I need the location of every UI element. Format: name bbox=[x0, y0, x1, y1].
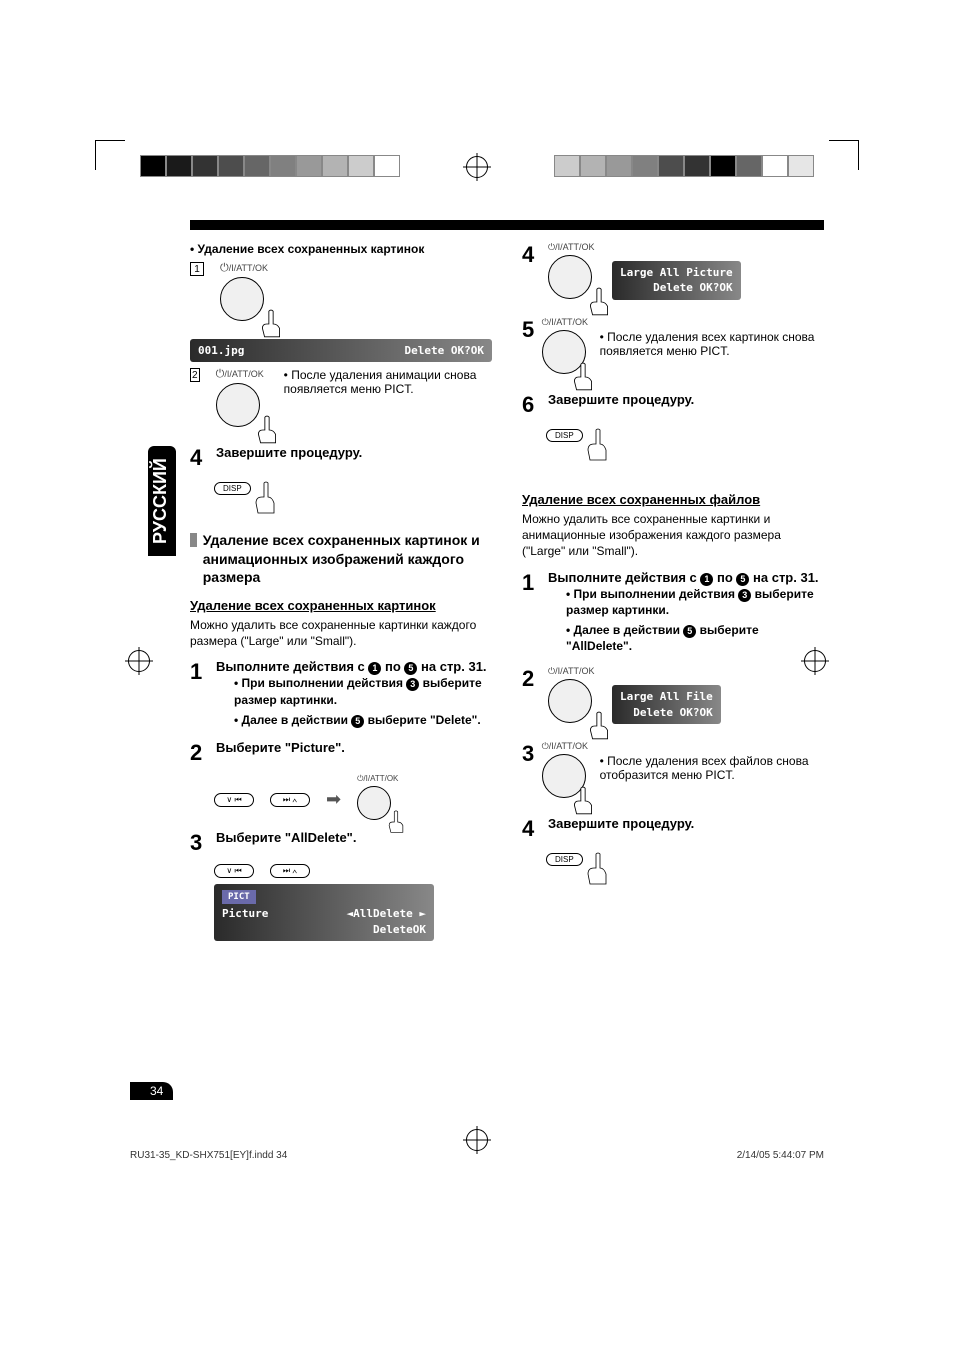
footer-timestamp: 2/14/05 5:44:07 PM bbox=[737, 1150, 824, 1161]
note-text: • После удаления всех файлов снова отобр… bbox=[600, 754, 824, 782]
knob-icon bbox=[548, 255, 602, 309]
header-strip bbox=[190, 220, 824, 230]
registration-mark-icon bbox=[466, 156, 488, 178]
knob-icon bbox=[548, 679, 602, 733]
step-number: 4 bbox=[522, 242, 542, 268]
knob-icon bbox=[542, 330, 586, 384]
manual-page: РУССКИЙ • Удаление всех сохраненных карт… bbox=[130, 220, 824, 1090]
step-number: 3 bbox=[190, 830, 210, 856]
step-number: 6 bbox=[522, 392, 542, 418]
page-number: 34 bbox=[130, 1082, 173, 1100]
footer-filename: RU31-35_KD-SHX751[EY]f.indd 34 bbox=[130, 1150, 287, 1161]
section-heading: Удаление всех сохраненных картинок и ани… bbox=[203, 531, 492, 586]
lcd-display: Large All File Delete OK?OK bbox=[612, 685, 721, 724]
nav-buttons-diagram: ∨ ⏮ ⏭ ∧ bbox=[214, 864, 492, 878]
step-number: 2 bbox=[190, 740, 210, 766]
knob-icon bbox=[220, 277, 274, 331]
subsection-underline: Удаление всех сохраненных картинок bbox=[190, 598, 492, 613]
lcd-display: Large All Picture Delete OK?OK bbox=[612, 261, 741, 300]
knob-icon bbox=[542, 754, 586, 808]
colorbar-left bbox=[140, 155, 400, 177]
button-label: ⏻/I/ATT/OK bbox=[548, 666, 721, 677]
step-number: 4 bbox=[190, 445, 210, 471]
step-number: 1 bbox=[522, 570, 542, 596]
registration-mark-icon bbox=[466, 1129, 488, 1151]
footer: RU31-35_KD-SHX751[EY]f.indd 34 2/14/05 5… bbox=[130, 1150, 824, 1161]
disp-button-diagram: DISP bbox=[546, 426, 824, 462]
right-column: 4 ⏻/I/ATT/OK Large All Picture Delete OK… bbox=[522, 242, 824, 947]
note-text: • После удаления всех картинок снова поя… bbox=[600, 330, 824, 358]
left-column: • Удаление всех сохраненных картинок 1 ⏻… bbox=[190, 242, 492, 947]
colorbar-right bbox=[554, 155, 814, 177]
step-number: 2 bbox=[522, 666, 542, 692]
nav-buttons-diagram: ∨ ⏮ ⏭ ∧ ➡ ⏻/I/ATT/OK bbox=[214, 774, 492, 826]
language-tab: РУССКИЙ bbox=[148, 446, 176, 556]
section-marker-icon bbox=[190, 533, 197, 547]
note-text: • После удаления анимации снова появляет… bbox=[284, 368, 492, 396]
paragraph: Можно удалить все сохраненные картинки и… bbox=[522, 511, 824, 560]
button-label: ⏻/I/ATT/OK bbox=[542, 741, 824, 752]
step-box-1: 1 bbox=[190, 262, 204, 276]
disp-button-diagram: DISP bbox=[546, 850, 824, 886]
subsection-heading: • Удаление всех сохраненных картинок bbox=[190, 242, 492, 256]
lcd-display: 001.jpg Delete OK?OK bbox=[190, 339, 492, 362]
button-label: ⏻/I/ATT/OK bbox=[542, 317, 824, 328]
button-label: ⏻/I/ATT/OK bbox=[220, 262, 274, 275]
lcd-display: PICT Picture ◄AllDelete ► DeleteOK bbox=[214, 884, 434, 941]
step-number: 1 bbox=[190, 659, 210, 685]
step-number: 5 bbox=[522, 317, 536, 343]
button-label: ⏻/I/ATT/OK bbox=[216, 368, 270, 381]
paragraph: Можно удалить все сохраненные картинки к… bbox=[190, 617, 492, 649]
subsection-underline: Удаление всех сохраненных файлов bbox=[522, 492, 824, 507]
button-label: ⏻/I/ATT/OK bbox=[548, 242, 741, 253]
step-box-2: 2 bbox=[190, 368, 200, 382]
step-number: 3 bbox=[522, 741, 536, 767]
step-number: 4 bbox=[522, 816, 542, 842]
knob-icon bbox=[216, 383, 270, 437]
disp-button-diagram: DISP bbox=[214, 479, 492, 515]
